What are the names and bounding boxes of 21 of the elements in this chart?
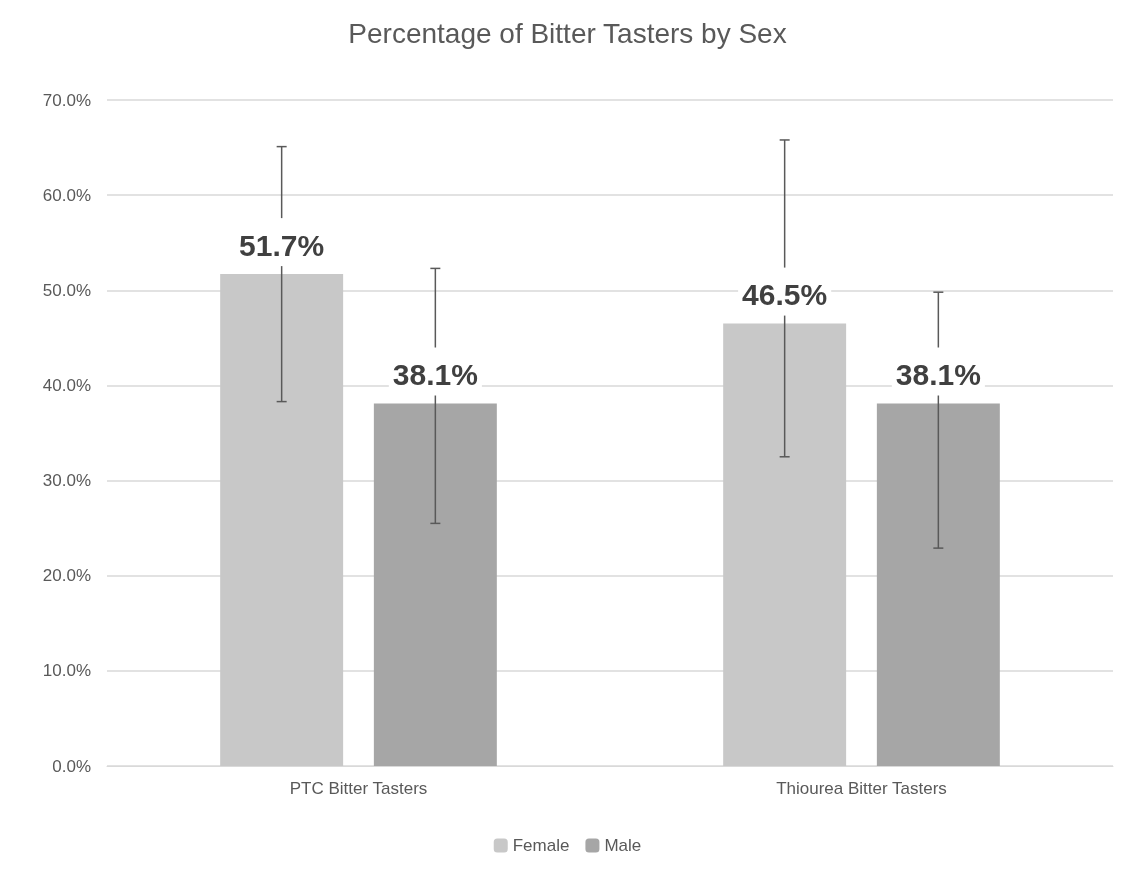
data-label: 38.1%: [392, 358, 478, 392]
y-tick-label: 0.0%: [52, 756, 91, 776]
y-tick-label: 70.0%: [42, 90, 91, 110]
bar: [220, 274, 344, 766]
y-tick-label: 50.0%: [42, 280, 91, 300]
bar: [876, 403, 1000, 766]
bar: [723, 323, 847, 766]
y-tick-label: 30.0%: [42, 471, 91, 491]
y-tick-label: 10.0%: [42, 661, 91, 681]
data-label: 51.7%: [239, 228, 325, 262]
legend-label: Male: [604, 836, 642, 855]
y-tick-label: 20.0%: [42, 566, 91, 586]
x-tick-label: Thiourea Bitter Tasters: [776, 779, 947, 798]
data-label: 46.5%: [742, 278, 828, 312]
y-tick-label: 40.0%: [42, 375, 91, 395]
bar: [373, 403, 497, 766]
data-label: 38.1%: [895, 358, 981, 392]
legend-label: Female: [512, 836, 570, 855]
chart-title: Percentage of Bitter Tasters by Sex: [348, 17, 787, 49]
y-tick-label: 60.0%: [42, 185, 91, 205]
x-tick-label: PTC Bitter Tasters: [289, 779, 428, 798]
